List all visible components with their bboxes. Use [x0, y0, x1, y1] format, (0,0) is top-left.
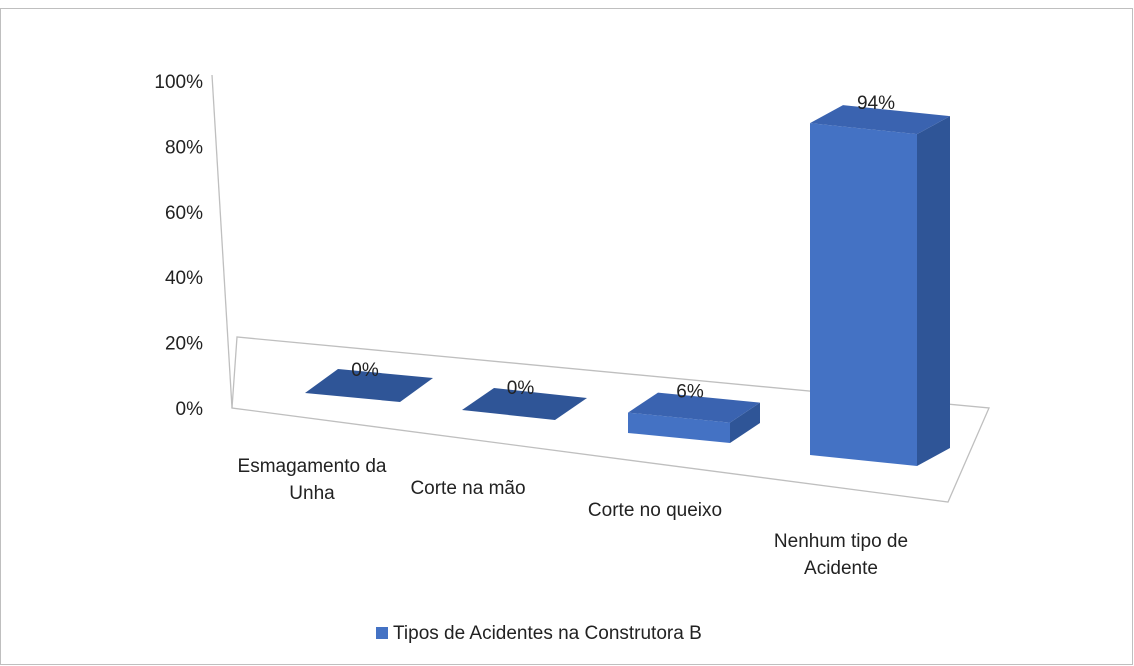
bar-front	[628, 412, 730, 443]
bar-top	[810, 105, 950, 135]
x-tick-label: Nenhum tipo de Acidente	[773, 531, 909, 579]
value-label: 0%	[507, 378, 535, 399]
y-tick-label: 0%	[176, 399, 204, 420]
y-axis	[211, 74, 233, 409]
bar-top	[462, 388, 587, 420]
bar-side	[730, 402, 760, 443]
value-label: 94%	[857, 93, 895, 114]
x-tick-label: Corte na mão	[410, 478, 526, 499]
bar-top	[628, 392, 760, 423]
x-tick-label: Corte no queixo	[587, 500, 723, 521]
x-tick-label: Esmagamento da Unha	[237, 456, 387, 504]
y-tick-label: 40%	[165, 268, 203, 289]
floor	[231, 336, 990, 503]
bar-side	[917, 116, 950, 467]
value-label: 6%	[676, 382, 704, 403]
legend-label: Tipos de Acidentes na Construtora B	[393, 623, 702, 644]
value-label: 0%	[351, 360, 379, 381]
y-tick-label: 60%	[165, 203, 203, 224]
bar-front	[810, 123, 917, 467]
y-tick-label: 20%	[165, 334, 203, 355]
bar-top	[305, 369, 433, 402]
y-tick-label: 80%	[165, 137, 203, 158]
y-tick-label: 100%	[154, 72, 203, 93]
legend-swatch	[376, 627, 388, 639]
